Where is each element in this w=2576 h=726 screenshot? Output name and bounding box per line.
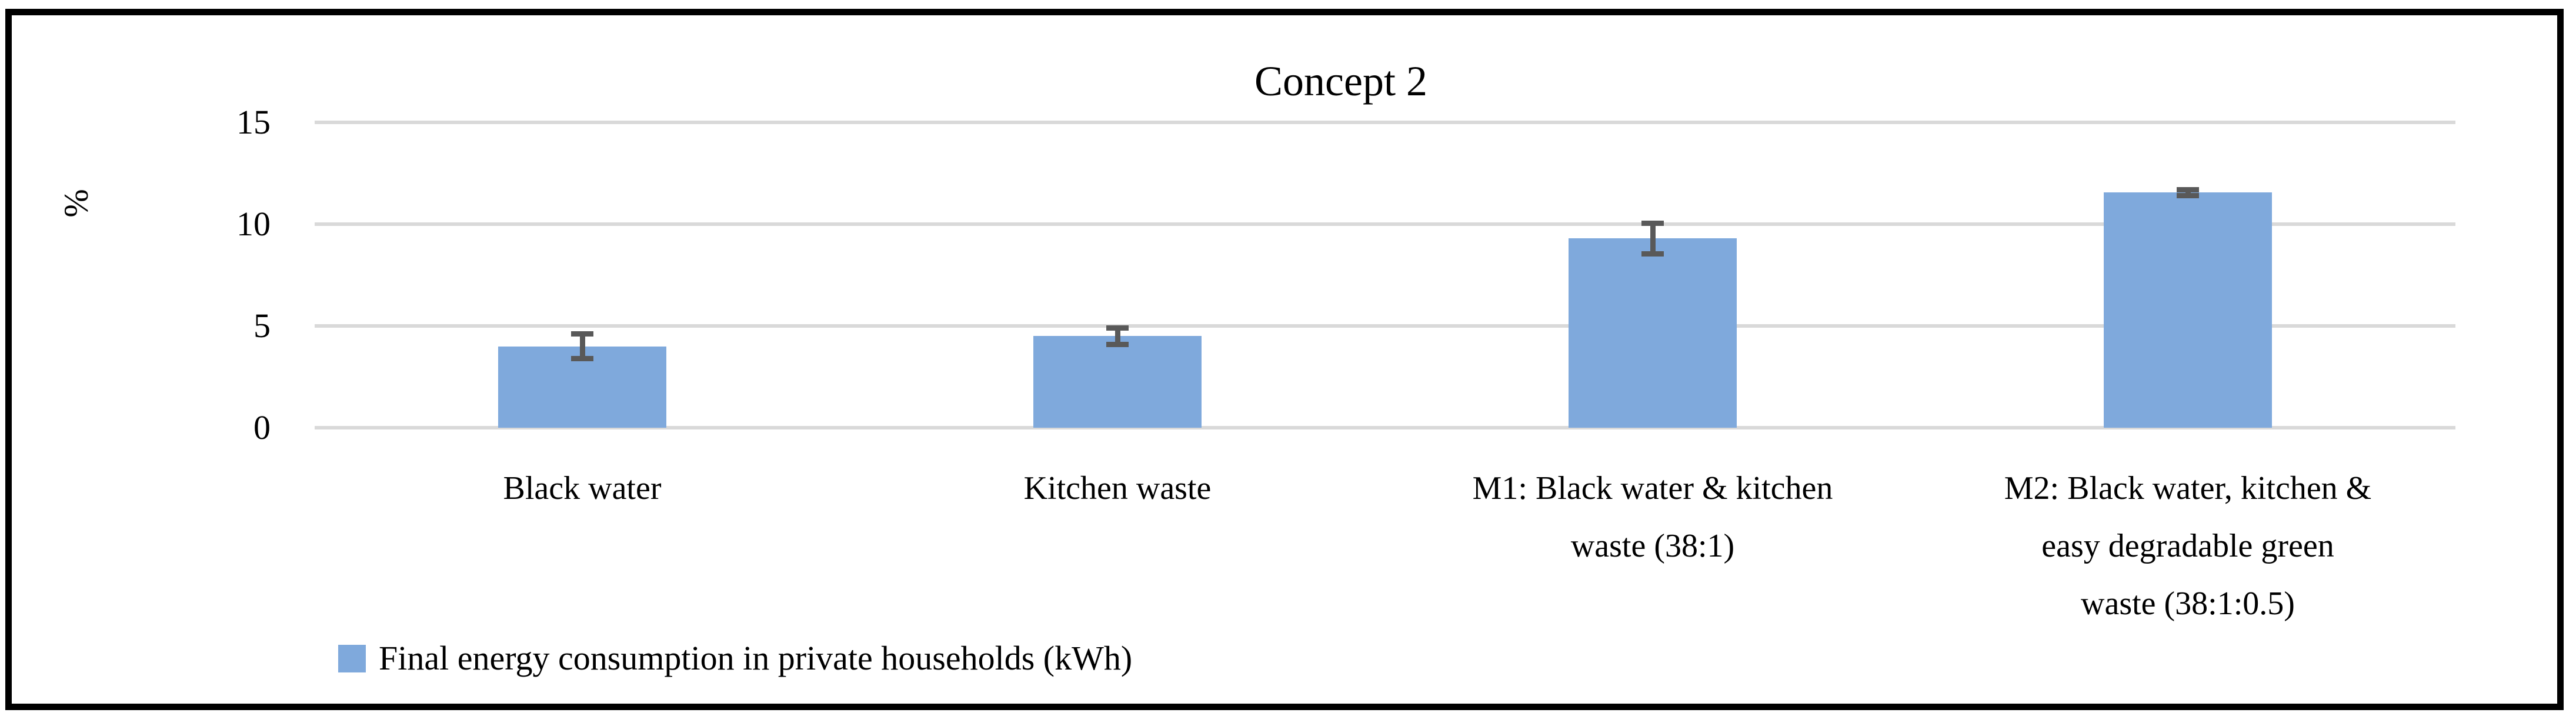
y-axis-title: %	[56, 189, 95, 218]
gridline	[315, 426, 2455, 429]
gridline	[315, 324, 2455, 328]
error-bar-top-cap	[1106, 325, 1129, 331]
category-label: M2: Black water, kitchen & easy degradab…	[2004, 470, 2372, 622]
error-bar-bottom-cap	[571, 355, 593, 361]
gridline	[315, 222, 2455, 226]
error-bar-bottom-cap	[1641, 251, 1664, 257]
error-bar-bottom-cap	[2177, 193, 2199, 199]
legend-label: Final energy consumption in private hous…	[379, 639, 1133, 677]
error-bar-line	[2185, 189, 2191, 196]
chart-title: Concept 2	[1254, 58, 1427, 105]
category-label: M1: Black water & kitchen waste (38:1)	[1472, 470, 1833, 564]
category-label: Black water	[503, 470, 662, 507]
error-bar-line	[1650, 223, 1656, 254]
error-bar-top-cap	[571, 331, 593, 337]
y-tick-label: 0	[253, 408, 271, 447]
error-bar-top-cap	[2177, 187, 2199, 192]
bar	[1569, 238, 1737, 428]
bar	[2104, 192, 2272, 428]
legend-swatch	[338, 644, 366, 672]
bar	[1033, 336, 1202, 428]
error-bar-line	[579, 334, 585, 359]
error-bar-top-cap	[1641, 220, 1664, 226]
y-tick-label: 10	[236, 205, 271, 243]
y-tick-label: 5	[253, 307, 271, 345]
legend: Final energy consumption in private hous…	[338, 640, 1132, 677]
gridline	[315, 121, 2455, 124]
error-bar-line	[1115, 328, 1120, 345]
category-label: Kitchen waste	[1023, 470, 1212, 507]
error-bar-bottom-cap	[1106, 341, 1129, 347]
y-tick-label: 15	[236, 103, 271, 141]
